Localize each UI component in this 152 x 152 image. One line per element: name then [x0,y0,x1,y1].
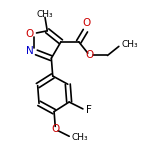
Text: O: O [83,18,91,28]
Text: O: O [25,29,34,39]
Text: F: F [86,105,92,115]
Text: CH₃: CH₃ [36,10,53,19]
Text: CH₃: CH₃ [72,133,88,142]
Text: O: O [86,50,94,60]
Text: O: O [51,124,60,134]
Text: N: N [26,46,34,56]
Text: CH₃: CH₃ [121,40,138,49]
